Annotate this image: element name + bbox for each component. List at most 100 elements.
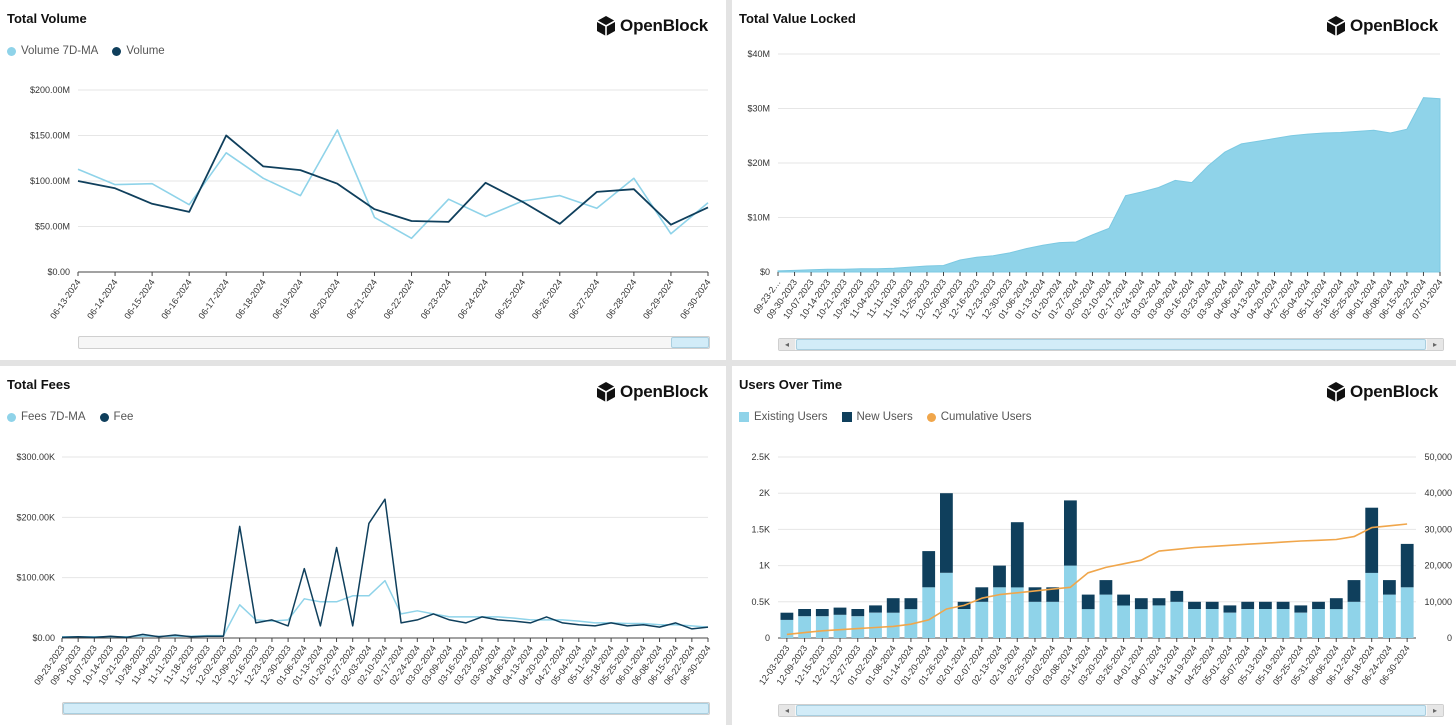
legend-dot (7, 412, 16, 422)
bar-existing-users (1188, 609, 1201, 638)
bar-new-users (1383, 580, 1396, 595)
openblock-logo: OpenBlock (596, 381, 708, 403)
panel-title: Total Fees (7, 377, 71, 392)
legend-item-new-users[interactable]: New Users (841, 411, 913, 423)
bar-new-users (1064, 500, 1077, 566)
y-tick-label: $40M (747, 49, 770, 59)
legend-item-cumulative-users[interactable]: Cumulative Users (926, 411, 1032, 423)
zoom-scrollbar-thumb[interactable] (671, 337, 709, 348)
bar-new-users (1046, 587, 1060, 602)
bar-new-users (1312, 601, 1325, 609)
scroll-left-arrow-icon[interactable]: ◂ (779, 339, 795, 350)
bar-existing-users (833, 614, 847, 638)
bar-existing-users (1259, 609, 1272, 638)
y-tick-label: $150.00M (30, 131, 70, 141)
legend-item-fees-ma[interactable]: Fees 7D-MA (7, 411, 86, 423)
total-fees-chart: $0.00$100.00K$200.00K$300.00K09-23-20230… (16, 452, 712, 687)
openblock-logo: OpenBlock (1326, 381, 1438, 403)
y-tick-label: $200.00M (30, 85, 70, 95)
y-tick-label: $200.00K (16, 512, 55, 522)
bar-new-users (1365, 507, 1379, 573)
x-tick-label: 06-24-2024 (456, 277, 491, 320)
users-over-time-chart: 0 0.5K 1K 1.5K 2K 2.5K 0 10,000 20,000 30,000 40,0… (751, 452, 1452, 687)
bar-existing-users (1276, 609, 1290, 638)
scroll-left-arrow-icon[interactable]: ◂ (779, 705, 795, 716)
x-tick-label: 06-27-2024 (567, 277, 602, 320)
legend-item-fee[interactable]: Fee (99, 411, 133, 423)
bar-existing-users (1099, 594, 1113, 638)
bar-new-users (833, 607, 847, 615)
bar-existing-users (1294, 612, 1308, 638)
bar-new-users (1117, 594, 1130, 606)
bar-existing-users (1365, 572, 1379, 638)
bar-new-users (993, 565, 1006, 588)
zoom-scrollbar-thumb[interactable] (796, 705, 1426, 716)
legend-label: Fees 7D-MA (21, 411, 86, 423)
legend-label: Volume 7D-MA (21, 45, 99, 57)
y-right-tick-label: 0 (1447, 633, 1452, 643)
bar-new-users (851, 609, 865, 617)
logo-text: OpenBlock (1350, 16, 1438, 35)
logo-text: OpenBlock (620, 16, 708, 35)
bar-new-users (1347, 580, 1361, 602)
y-tick-label: $100.00K (16, 573, 55, 583)
legend-dot (926, 412, 936, 422)
bar-existing-users (1400, 587, 1414, 638)
legend-item-existing-users[interactable]: Existing Users (739, 411, 828, 423)
legend-swatch (739, 412, 749, 422)
bar-existing-users (957, 609, 971, 638)
legend-item-volume-ma[interactable]: Volume 7D-MA (7, 45, 98, 57)
bar-new-users (1028, 587, 1042, 602)
zoom-scrollbar-thumb[interactable] (796, 339, 1426, 350)
bar-existing-users (1312, 609, 1325, 638)
zoom-scrollbar[interactable] (62, 702, 710, 715)
scroll-right-arrow-icon[interactable]: ▸ (1427, 339, 1443, 350)
x-tick-label: 06-29-2024 (641, 277, 676, 320)
x-tick-label: 06-16-2024 (159, 277, 194, 320)
openblock-cube-icon (1326, 16, 1346, 36)
bar-existing-users (1046, 601, 1060, 638)
zoom-scrollbar[interactable] (78, 336, 710, 349)
bar-new-users (780, 612, 794, 620)
bar-existing-users (1329, 609, 1343, 638)
x-tick-label: 06-22-2024 (382, 277, 417, 320)
legend-swatch (841, 412, 852, 422)
y-tick-label: 1.5K (751, 524, 770, 534)
users-over-time-panel: 0 0.5K 1K 1.5K 2K 2.5K 0 10,000 20,000 30,000 40,0… (732, 366, 1456, 725)
bar-new-users (1152, 598, 1166, 606)
bar-new-users (886, 598, 900, 613)
scroll-right-arrow-icon[interactable]: ▸ (1427, 705, 1443, 716)
bar-new-users (1205, 601, 1219, 609)
zoom-scrollbar[interactable]: ◂ ▸ (778, 704, 1444, 717)
zoom-scrollbar-thumb[interactable] (63, 703, 709, 714)
zoom-scrollbar[interactable]: ◂ ▸ (778, 338, 1444, 351)
x-tick-label: 06-18-2024 (233, 277, 268, 320)
bar-new-users (1081, 594, 1095, 610)
legend-label: Cumulative Users (940, 411, 1032, 423)
bar-new-users (1400, 543, 1414, 588)
bar-new-users (1170, 590, 1184, 602)
bar-new-users (1223, 605, 1237, 613)
legend-item-volume[interactable]: Volume (112, 45, 165, 57)
legend-label: Volume (126, 45, 165, 57)
bar-new-users (869, 605, 882, 613)
bar-new-users (1134, 598, 1148, 610)
series-line-cumulative-users (786, 523, 1408, 636)
legend-dot (7, 46, 16, 56)
bar-new-users (1329, 598, 1343, 610)
y-right-tick-label: 10,000 (1424, 597, 1452, 607)
bar-new-users (1294, 605, 1308, 613)
bar-existing-users (1010, 587, 1024, 638)
bar-existing-users (975, 601, 989, 638)
logo-text: OpenBlock (1350, 382, 1438, 401)
bar-existing-users (1028, 601, 1042, 638)
x-tick-label: 06-20-2024 (307, 277, 342, 320)
bar-new-users (904, 598, 918, 610)
openblock-cube-icon (596, 382, 616, 402)
y-tick-label: $50.00M (35, 222, 70, 232)
y-tick-label: 1K (759, 561, 770, 571)
y-right-tick-label: 30,000 (1424, 524, 1452, 534)
y-tick-label: $300.00K (16, 452, 55, 462)
bar-existing-users (1170, 601, 1184, 638)
x-tick-label: 06-14-2024 (85, 277, 120, 320)
